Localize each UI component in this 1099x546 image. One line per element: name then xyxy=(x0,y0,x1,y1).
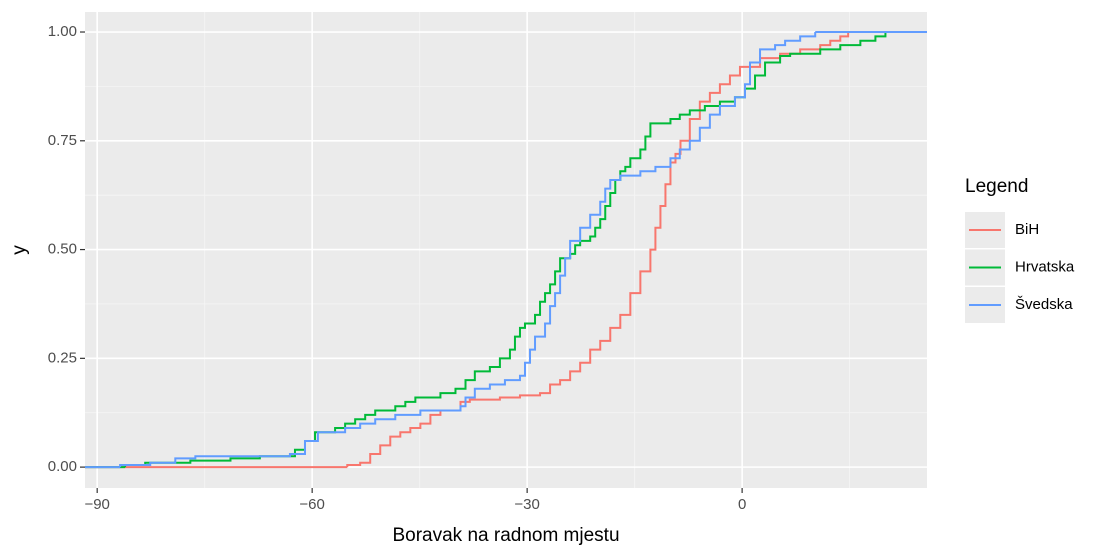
y-axis-title: y xyxy=(9,245,30,255)
y-tick-label: 0.00 xyxy=(48,458,77,475)
legend: Legend BiH Hrvatska Švedska xyxy=(965,176,1075,323)
x-axis-title: Boravak na radnom mjestu xyxy=(392,525,619,546)
x-tick-label: −60 xyxy=(299,496,324,513)
x-tick-label: −90 xyxy=(84,496,109,513)
y-tick-label: 0.50 xyxy=(48,241,77,258)
x-tick-label: −30 xyxy=(514,496,539,513)
ecdf-line xyxy=(119,32,817,468)
axes: −90 −60 −30 0 0.00 0.25 0.50 0.75 1.00 xyxy=(48,23,746,513)
lines xyxy=(85,31,927,469)
legend-title: Legend xyxy=(965,176,1028,197)
legend-label: Švedska xyxy=(1015,296,1073,313)
x-tick-label: 0 xyxy=(738,496,746,513)
y-tick-label: 0.25 xyxy=(48,349,77,366)
y-tick-label: 0.75 xyxy=(48,132,77,149)
legend-label: Hrvatska xyxy=(1015,258,1075,275)
legend-label: BiH xyxy=(1015,221,1039,238)
ecdf-line xyxy=(346,32,850,468)
y-tick-label: 1.00 xyxy=(48,23,77,40)
